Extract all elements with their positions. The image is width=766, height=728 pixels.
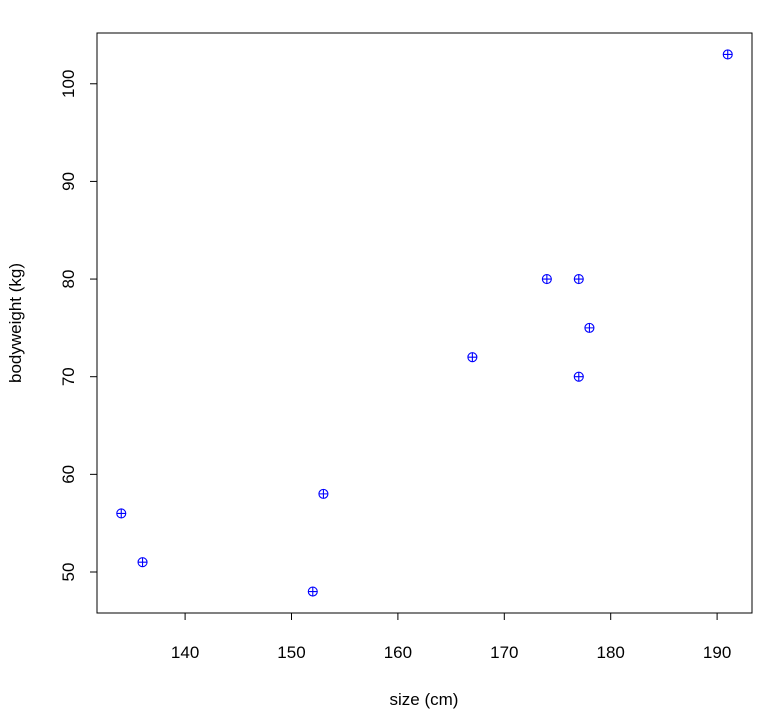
point bbox=[584, 322, 595, 333]
y-tick-label: 50 bbox=[59, 563, 78, 582]
point-cross bbox=[542, 274, 552, 284]
point-cross bbox=[308, 587, 318, 597]
point-cross bbox=[574, 274, 584, 284]
point bbox=[722, 49, 733, 60]
point bbox=[573, 274, 584, 285]
point-cross bbox=[318, 489, 328, 499]
x-tick-label: 190 bbox=[703, 643, 731, 662]
x-tick-label: 150 bbox=[277, 643, 305, 662]
point-cross bbox=[138, 557, 148, 567]
x-tick-label: 160 bbox=[384, 643, 412, 662]
point bbox=[573, 371, 584, 382]
point-cross bbox=[584, 323, 594, 333]
x-tick-label: 170 bbox=[490, 643, 518, 662]
point-cross bbox=[467, 352, 477, 362]
point bbox=[137, 557, 148, 568]
y-tick-label: 60 bbox=[59, 465, 78, 484]
point-cross bbox=[116, 508, 126, 518]
y-tick-label: 80 bbox=[59, 270, 78, 289]
x-tick-label: 180 bbox=[597, 643, 625, 662]
x-tick-label: 140 bbox=[171, 643, 199, 662]
point bbox=[116, 508, 127, 519]
y-tick-label: 90 bbox=[59, 172, 78, 191]
point bbox=[541, 274, 552, 285]
point bbox=[307, 586, 318, 597]
y-axis-title: bodyweight (kg) bbox=[6, 263, 25, 383]
y-tick-label: 100 bbox=[59, 70, 78, 98]
y-tick-label: 70 bbox=[59, 367, 78, 386]
point-cross bbox=[574, 372, 584, 382]
point bbox=[318, 488, 329, 499]
point bbox=[467, 352, 478, 363]
plot-frame bbox=[96, 32, 753, 614]
x-axis-title: size (cm) bbox=[390, 690, 459, 709]
point-cross bbox=[723, 49, 733, 59]
